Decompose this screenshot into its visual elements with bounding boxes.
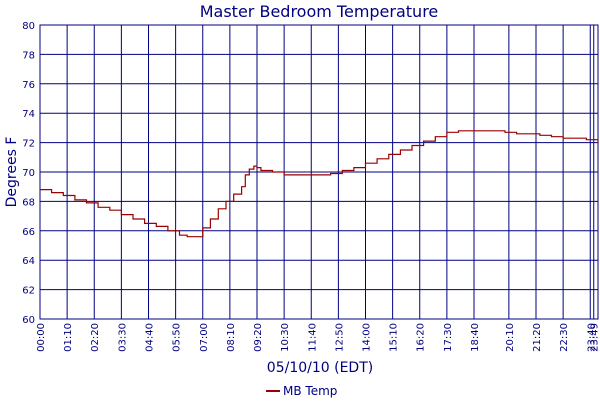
x-tick-label: 04:40 <box>145 323 156 352</box>
chart-title: Master Bedroom Temperature <box>200 2 439 21</box>
x-tick-label: 16:20 <box>416 323 427 352</box>
x-tick-label: 20:10 <box>505 323 516 352</box>
x-tick-label: 15:10 <box>389 323 400 352</box>
y-tick-label: 78 <box>22 50 35 61</box>
x-tick-label: 14:00 <box>362 323 373 352</box>
plot-frame <box>39 24 599 320</box>
y-tick-label: 64 <box>22 256 35 267</box>
x-tick-label: 05:50 <box>172 323 183 352</box>
y-tick-label: 70 <box>22 168 35 179</box>
x-tick-label: 21:20 <box>532 323 543 352</box>
x-tick-label: 07:00 <box>199 323 210 352</box>
y-tick-label: 66 <box>22 227 35 238</box>
y-tick-label: 68 <box>22 197 35 208</box>
y-tick-label: 80 <box>22 21 35 32</box>
legend-label: MB Temp <box>283 384 337 398</box>
x-tick-label: 03:30 <box>117 323 128 352</box>
x-tick-label: 17:30 <box>443 323 454 352</box>
y-tick-label: 76 <box>22 80 35 91</box>
x-tick-label: 11:40 <box>307 323 318 352</box>
plot-area: 60 62 64 66 68 70 72 74 76 78 80 00:00 01:10 02:20 03:… <box>22 21 600 352</box>
x-tick-label: 22:30 <box>559 323 570 352</box>
legend: MB Temp <box>266 384 337 398</box>
x-tick-label: 23:40 <box>586 323 597 352</box>
y-tick-label: 74 <box>22 109 35 120</box>
x-tick-label: 08:10 <box>226 323 237 352</box>
x-tick-label: 01:10 <box>63 323 74 352</box>
y-tick-label: 62 <box>22 286 35 297</box>
x-tick-label: 10:30 <box>280 323 291 352</box>
series-line-mb-temp <box>40 130 599 238</box>
x-tick-label: 00:00 <box>36 323 47 352</box>
y-axis-label: Degrees F <box>4 137 20 208</box>
x-tick-label: 23:49 <box>590 323 600 352</box>
y-tick-label: 72 <box>22 139 35 150</box>
x-tick-label: 09:20 <box>253 323 264 352</box>
x-tick-label: 18:40 <box>470 323 481 352</box>
x-tick-label: 02:20 <box>90 323 101 352</box>
x-axis-label: 05/10/10 (EDT) <box>267 360 373 376</box>
x-tick-label: 12:50 <box>334 323 345 352</box>
y-tick-label: 60 <box>22 315 35 326</box>
